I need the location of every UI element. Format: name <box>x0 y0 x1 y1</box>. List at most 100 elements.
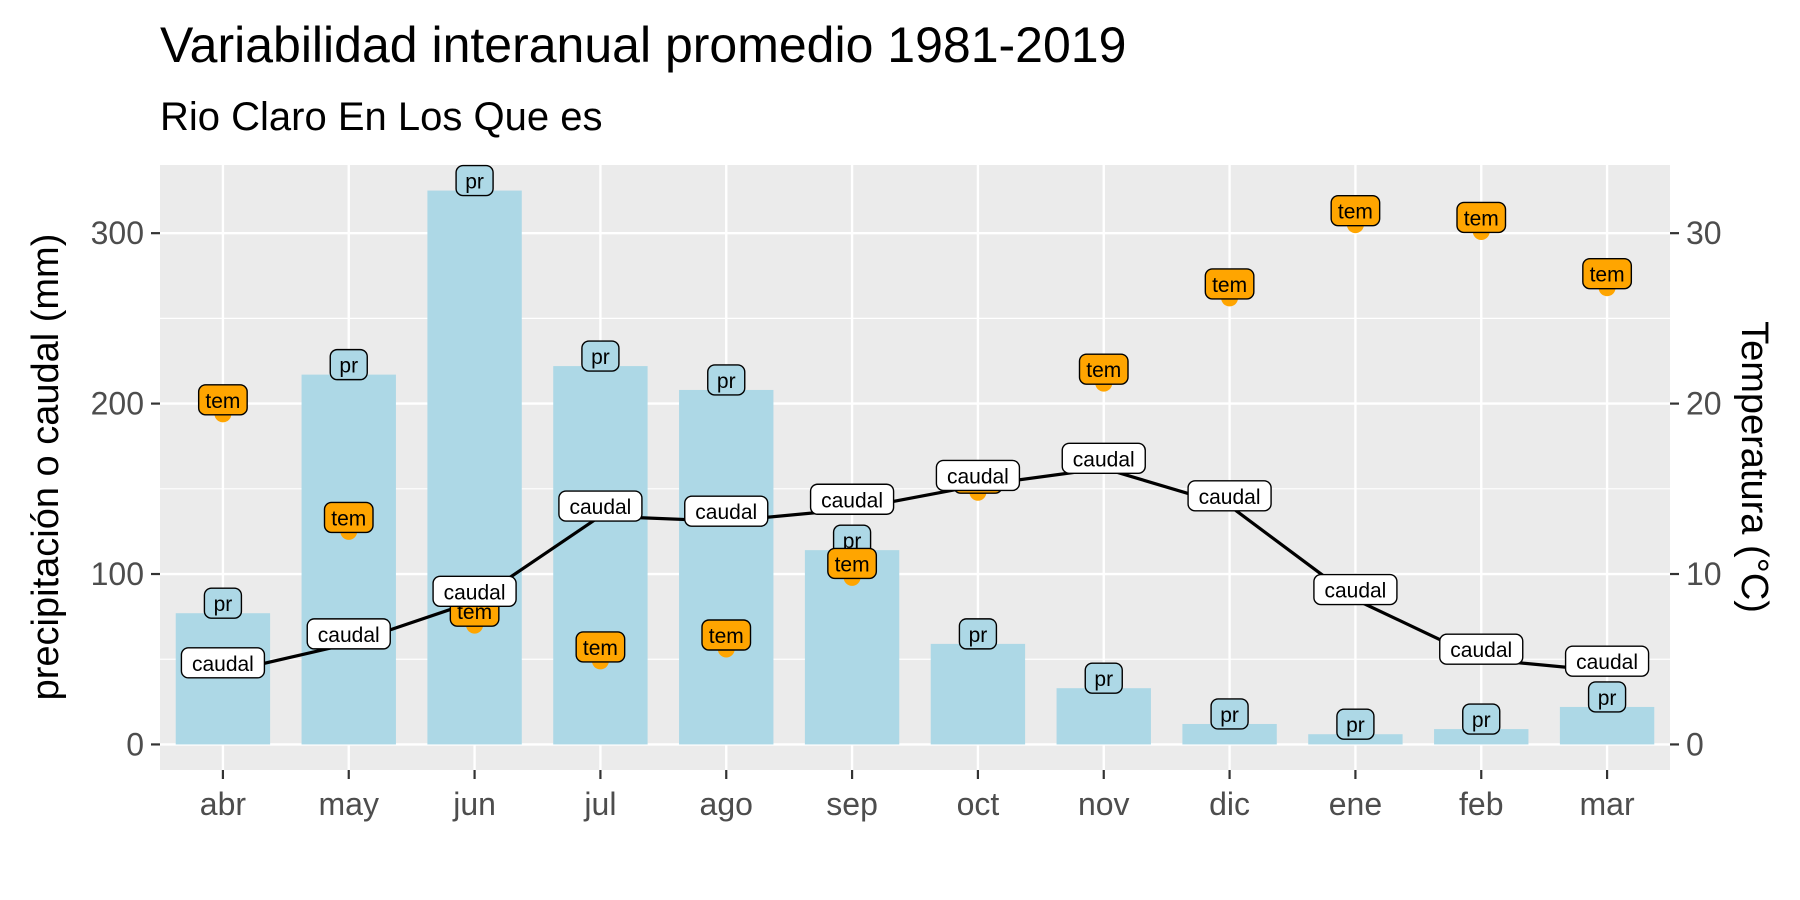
svg-text:caudal: caudal <box>1324 580 1386 603</box>
y2-tick-label: 30 <box>1686 215 1722 251</box>
label-pr-nov: pr <box>1084 662 1123 694</box>
y2-axis-title: Temperatura (°C) <box>1733 321 1775 613</box>
label-caudal-mar: caudal <box>1564 645 1650 677</box>
svg-text:tem: tem <box>583 637 618 660</box>
svg-text:pr: pr <box>1094 668 1113 691</box>
bar-pr-abr <box>175 613 271 745</box>
svg-text:pr: pr <box>717 370 736 393</box>
label-tem-mar: tem <box>1582 258 1633 290</box>
bar-pr-dic <box>1182 723 1277 745</box>
svg-text:tem: tem <box>1464 207 1499 230</box>
label-pr-ago: pr <box>707 364 746 396</box>
x-tick-label-jul: jul <box>583 786 616 822</box>
label-pr-dic: pr <box>1210 698 1249 730</box>
svg-text:tem: tem <box>1590 264 1625 287</box>
svg-text:tem: tem <box>331 507 366 530</box>
label-pr-sep: pr <box>832 524 872 556</box>
label-tem-jul: tem <box>575 631 626 663</box>
label-tem-nov: tem <box>1078 353 1129 385</box>
label-caudal-abr: caudal <box>180 647 266 679</box>
chart-title: Variabilidad interanual promedio 1981-20… <box>160 17 1126 73</box>
svg-text:pr: pr <box>1598 687 1617 710</box>
label-tem-feb: tem <box>1456 201 1507 234</box>
svg-text:tem: tem <box>1086 359 1121 382</box>
bar-pr-may <box>301 374 396 745</box>
bar-pr-mar <box>1559 706 1655 745</box>
label-caudal-sep: caudal <box>809 483 895 515</box>
label-pr-abr: pr <box>203 587 243 619</box>
chart-subtitle: Rio Claro En Los Que es <box>160 95 602 139</box>
x-tick-label-jun: jun <box>452 786 496 822</box>
label-tem-ago: tem <box>701 619 752 651</box>
svg-text:caudal: caudal <box>695 501 757 524</box>
label-pr-jul: pr <box>581 340 620 372</box>
label-tem-dic: tem <box>1204 268 1255 300</box>
svg-text:pr: pr <box>1346 714 1365 737</box>
label-pr-jun: pr <box>455 164 494 197</box>
y-tick-label: 200 <box>91 386 144 422</box>
axes: 0 100 200 300 0 10 20 30 abr may jun jul ago sep oct no… <box>91 215 1722 822</box>
svg-text:pr: pr <box>1472 709 1491 732</box>
svg-text:tem: tem <box>1338 201 1373 224</box>
svg-text:caudal: caudal <box>444 581 506 604</box>
y2-tick-label: 20 <box>1686 386 1722 422</box>
svg-text:pr: pr <box>214 593 233 616</box>
svg-text:tem: tem <box>835 553 870 576</box>
x-tick-label-abr: abr <box>200 786 247 822</box>
label-pr-oct: pr <box>958 618 998 650</box>
svg-text:caudal: caudal <box>1576 651 1638 674</box>
x-tick-label-sep: sep <box>826 786 878 822</box>
svg-text:caudal: caudal <box>1073 448 1135 471</box>
svg-text:tem: tem <box>1212 274 1247 297</box>
label-caudal-ene: caudal <box>1313 573 1398 606</box>
y-tick-label: 100 <box>91 556 144 592</box>
svg-text:pr: pr <box>339 355 358 378</box>
x-tick-label-feb: feb <box>1459 786 1503 822</box>
svg-text:pr: pr <box>1220 704 1239 727</box>
bar-pr-nov <box>1056 688 1151 745</box>
y2-tick-label: 10 <box>1686 556 1722 592</box>
x-tick-label-ene: ene <box>1329 786 1382 822</box>
svg-text:pr: pr <box>465 171 484 194</box>
label-caudal-nov: caudal <box>1061 442 1146 475</box>
bar-pr-oct <box>930 643 1026 745</box>
svg-text:caudal: caudal <box>947 465 1009 488</box>
bar-pr-ago <box>679 389 774 745</box>
svg-text:caudal: caudal <box>1199 486 1261 509</box>
bar-pr-jul <box>553 366 648 745</box>
y-axis-title: precipitación o caudal (mm) <box>25 234 67 701</box>
plot-panel <box>160 165 1670 770</box>
label-caudal-feb: caudal <box>1439 633 1524 665</box>
label-caudal-may: caudal <box>306 618 391 650</box>
label-pr-feb: pr <box>1462 703 1501 735</box>
y2-tick-label: 0 <box>1686 726 1704 762</box>
y-tick-label: 300 <box>91 215 144 251</box>
label-tem-abr: tem <box>197 384 248 416</box>
bar-pr-jun <box>427 190 522 745</box>
label-caudal-ago: caudal <box>684 495 769 527</box>
label-tem-ene: tem <box>1330 194 1381 227</box>
label-caudal-oct: caudal <box>935 459 1021 492</box>
svg-text:pr: pr <box>843 530 862 553</box>
label-pr-may: pr <box>329 348 368 381</box>
svg-text:pr: pr <box>591 346 610 369</box>
x-tick-label-may: may <box>319 786 379 822</box>
pr-bars <box>175 190 1655 745</box>
svg-text:tem: tem <box>205 390 240 413</box>
x-tick-label-dic: dic <box>1209 786 1250 822</box>
svg-text:tem: tem <box>709 625 744 648</box>
label-tem-sep: tem <box>827 547 878 580</box>
x-tick-label-nov: nov <box>1078 786 1130 822</box>
svg-text:caudal: caudal <box>1450 639 1512 662</box>
svg-text:pr: pr <box>969 624 988 647</box>
x-tick-label-ago: ago <box>700 786 753 822</box>
x-tick-label-mar: mar <box>1580 786 1635 822</box>
label-caudal-jun: caudal <box>432 575 517 607</box>
label-caudal-jul: caudal <box>558 490 643 522</box>
label-pr-mar: pr <box>1587 681 1627 713</box>
x-tick-label-oct: oct <box>957 786 1000 822</box>
svg-text:caudal: caudal <box>821 489 883 512</box>
label-caudal-dic: caudal <box>1187 480 1272 512</box>
